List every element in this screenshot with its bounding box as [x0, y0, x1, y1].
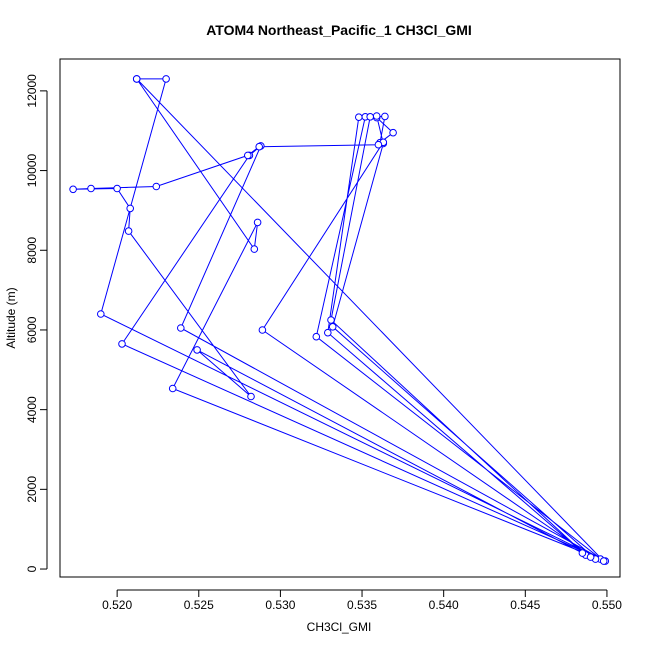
data-point: [69, 185, 77, 194]
data-point: [586, 553, 595, 561]
y-tick-label: 6000: [25, 316, 39, 343]
data-point: [258, 326, 267, 334]
data-point: [327, 316, 335, 324]
data-point: [126, 204, 134, 213]
data-point: [247, 392, 255, 401]
x-tick-label: 0.540: [429, 598, 459, 612]
y-tick-label: 2000: [25, 476, 39, 503]
data-point: [87, 184, 95, 193]
y-tick-label: 8000: [25, 237, 39, 264]
data-point: [253, 218, 262, 227]
data-point: [244, 151, 252, 160]
data-point: [599, 557, 608, 565]
data-point: [113, 184, 121, 193]
series-layer: [69, 75, 610, 565]
data-point: [152, 182, 161, 191]
x-tick-label: 0.520: [102, 598, 132, 612]
y-tick-label: 4000: [25, 396, 39, 423]
data-point: [162, 75, 170, 83]
data-point: [193, 346, 201, 354]
x-tick-label: 0.550: [592, 598, 622, 612]
data-point: [328, 323, 337, 331]
data-point: [578, 549, 587, 557]
y-axis: 0 2000 4000 6000 8000 10000 12000: [25, 74, 48, 572]
data-point: [255, 142, 264, 151]
data-point: [324, 328, 332, 337]
data-point: [381, 112, 389, 121]
data-point: [124, 227, 133, 235]
x-tick-label: 0.545: [510, 598, 540, 612]
data-point: [366, 113, 375, 121]
data-point: [97, 310, 105, 318]
y-tick-label: 0: [25, 565, 39, 572]
data-point: [374, 140, 383, 149]
y-tick-label: 10000: [25, 154, 39, 188]
data-point: [389, 128, 397, 137]
chart-title: ATOM4 Northeast_Pacific_1 CH3Cl_GMI: [206, 22, 472, 38]
y-axis-label: Altitude (m): [4, 287, 18, 348]
data-point: [118, 340, 126, 348]
x-axis: 0.520 0.525 0.530 0.535 0.540 0.545 0.550: [102, 589, 622, 612]
data-point: [355, 113, 363, 121]
x-tick-label: 0.535: [347, 598, 377, 612]
data-point: [312, 332, 321, 341]
data-point: [250, 245, 259, 253]
data-point: [132, 75, 141, 83]
x-tick-label: 0.525: [184, 598, 214, 612]
data-point: [168, 384, 177, 393]
data-point: [177, 324, 185, 332]
y-tick-label: 12000: [25, 74, 39, 108]
plot-frame: [59, 58, 621, 578]
x-tick-label: 0.530: [265, 598, 295, 612]
data-point: [372, 112, 381, 120]
x-axis-label: CH3Cl_GMI: [307, 620, 372, 634]
